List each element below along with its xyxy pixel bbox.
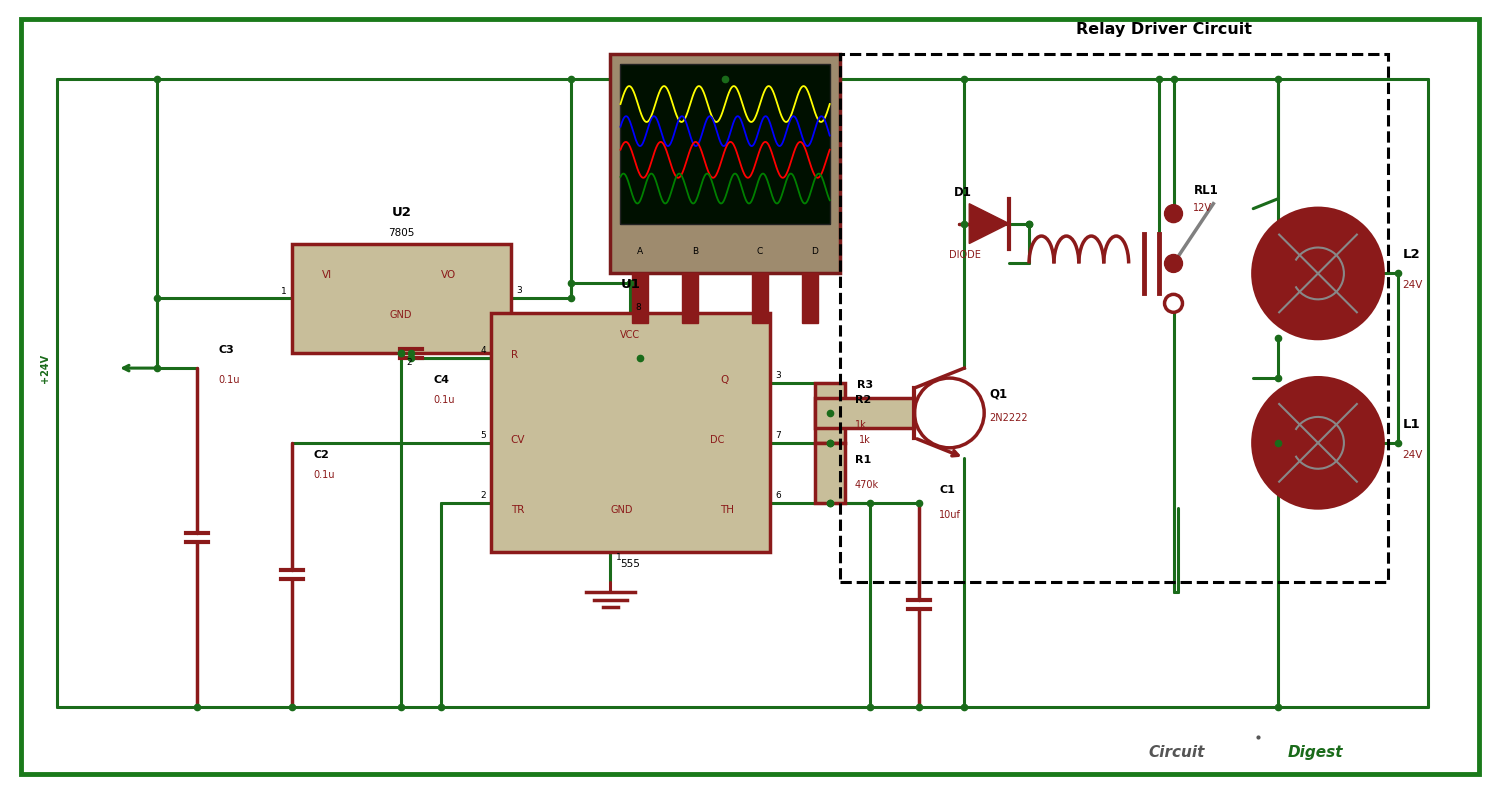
Text: TH: TH: [720, 504, 734, 515]
Text: 1k: 1k: [858, 435, 870, 445]
Text: 12V: 12V: [1194, 203, 1212, 213]
Text: 4: 4: [480, 347, 486, 355]
Text: Relay Driver Circuit: Relay Driver Circuit: [1076, 22, 1251, 37]
Text: 0.1u: 0.1u: [314, 469, 334, 480]
Circle shape: [1252, 378, 1383, 508]
Circle shape: [1252, 209, 1383, 338]
Text: 8: 8: [636, 303, 640, 312]
Text: Digest: Digest: [1288, 745, 1344, 760]
Polygon shape: [969, 204, 1010, 243]
Text: C4: C4: [433, 375, 448, 385]
Text: Q: Q: [720, 375, 729, 385]
Circle shape: [1164, 255, 1182, 273]
Text: GND: GND: [610, 504, 633, 515]
Text: DIODE: DIODE: [950, 251, 981, 260]
Text: 24V: 24V: [1402, 281, 1423, 290]
Text: 1: 1: [280, 287, 286, 297]
Text: 24V: 24V: [1402, 450, 1423, 460]
Text: VCC: VCC: [621, 330, 640, 340]
Text: GND: GND: [390, 310, 412, 320]
FancyBboxPatch shape: [610, 54, 840, 274]
Text: 3: 3: [776, 371, 780, 380]
FancyBboxPatch shape: [815, 383, 844, 442]
Text: U2: U2: [392, 205, 411, 219]
Text: CV: CV: [512, 435, 525, 445]
Text: 555: 555: [621, 559, 640, 569]
FancyBboxPatch shape: [752, 274, 768, 324]
FancyBboxPatch shape: [21, 19, 1479, 774]
Text: U1: U1: [621, 278, 640, 291]
Text: 470k: 470k: [855, 480, 879, 490]
Text: L1: L1: [1402, 418, 1420, 431]
Text: 1k: 1k: [855, 419, 867, 430]
Text: 7: 7: [776, 431, 780, 440]
Text: 5: 5: [480, 431, 486, 440]
Text: C2: C2: [314, 450, 330, 460]
FancyBboxPatch shape: [802, 274, 818, 324]
Text: 7805: 7805: [388, 228, 414, 238]
Text: 2: 2: [406, 358, 412, 367]
FancyBboxPatch shape: [815, 442, 844, 503]
FancyBboxPatch shape: [682, 274, 698, 324]
Text: 1: 1: [615, 554, 621, 562]
Text: VO: VO: [441, 270, 456, 281]
Text: 3: 3: [516, 286, 522, 295]
Text: 6: 6: [776, 491, 780, 500]
Text: R2: R2: [855, 395, 871, 405]
Text: 0.1u: 0.1u: [219, 375, 240, 385]
Text: D1: D1: [954, 186, 972, 199]
Text: 2: 2: [480, 491, 486, 500]
Text: 2N2222: 2N2222: [988, 413, 1028, 423]
Text: Circuit: Circuit: [1149, 745, 1204, 760]
Circle shape: [1164, 205, 1182, 223]
Text: TR: TR: [512, 504, 524, 515]
Text: RL1: RL1: [1194, 184, 1218, 197]
FancyBboxPatch shape: [621, 64, 830, 224]
Text: B: B: [692, 247, 699, 255]
Text: DC: DC: [710, 435, 724, 445]
Text: +24V: +24V: [40, 354, 51, 383]
Text: C1: C1: [939, 485, 956, 495]
Text: L2: L2: [1402, 248, 1420, 262]
Text: D: D: [812, 247, 818, 255]
Text: C: C: [758, 247, 764, 255]
Text: R1: R1: [855, 454, 871, 465]
FancyBboxPatch shape: [490, 313, 770, 553]
FancyBboxPatch shape: [815, 398, 915, 428]
Text: A: A: [638, 247, 644, 255]
FancyBboxPatch shape: [291, 243, 512, 353]
Text: VI: VI: [321, 270, 332, 281]
Text: 0.1u: 0.1u: [433, 395, 454, 405]
Text: 10uf: 10uf: [939, 510, 962, 519]
Text: R3: R3: [856, 380, 873, 390]
Text: C3: C3: [219, 345, 234, 355]
Text: Q1: Q1: [988, 388, 1008, 401]
Text: R: R: [512, 351, 518, 360]
FancyBboxPatch shape: [633, 274, 648, 324]
